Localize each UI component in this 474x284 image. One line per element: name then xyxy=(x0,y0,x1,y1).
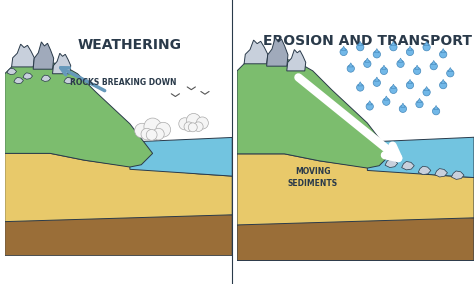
Circle shape xyxy=(356,43,364,51)
Circle shape xyxy=(135,123,149,138)
Polygon shape xyxy=(348,63,353,67)
Polygon shape xyxy=(401,103,405,107)
Text: MOVING
SEDIMENTS: MOVING SEDIMENTS xyxy=(288,167,338,188)
Circle shape xyxy=(439,51,447,58)
Polygon shape xyxy=(237,57,391,168)
Polygon shape xyxy=(7,68,17,75)
Polygon shape xyxy=(441,80,446,83)
Polygon shape xyxy=(53,53,71,74)
Polygon shape xyxy=(385,159,398,168)
Polygon shape xyxy=(401,162,414,170)
Circle shape xyxy=(196,117,209,129)
Circle shape xyxy=(153,128,164,140)
Circle shape xyxy=(383,98,390,105)
Polygon shape xyxy=(374,49,379,53)
Polygon shape xyxy=(441,49,446,53)
Polygon shape xyxy=(384,96,389,100)
Polygon shape xyxy=(448,68,453,72)
Polygon shape xyxy=(408,80,412,83)
Polygon shape xyxy=(237,211,474,260)
Circle shape xyxy=(184,122,193,131)
Circle shape xyxy=(399,105,407,112)
Circle shape xyxy=(179,118,191,130)
Circle shape xyxy=(188,123,197,132)
Polygon shape xyxy=(341,46,346,50)
Circle shape xyxy=(141,128,153,140)
Polygon shape xyxy=(14,78,23,84)
Circle shape xyxy=(416,101,423,108)
Circle shape xyxy=(406,82,414,89)
Polygon shape xyxy=(382,65,386,69)
Circle shape xyxy=(193,122,203,131)
Circle shape xyxy=(447,70,454,77)
Polygon shape xyxy=(435,169,447,177)
Circle shape xyxy=(347,65,355,72)
Polygon shape xyxy=(365,58,370,62)
Circle shape xyxy=(390,43,397,51)
Polygon shape xyxy=(434,105,438,110)
Circle shape xyxy=(439,82,447,89)
Circle shape xyxy=(380,67,388,74)
Polygon shape xyxy=(451,171,464,179)
Text: WEATHERING: WEATHERING xyxy=(78,38,182,53)
Circle shape xyxy=(423,43,430,51)
Polygon shape xyxy=(398,58,403,62)
Polygon shape xyxy=(391,41,396,46)
Polygon shape xyxy=(11,44,34,67)
Polygon shape xyxy=(358,41,363,46)
Polygon shape xyxy=(424,41,429,46)
Polygon shape xyxy=(41,75,51,82)
Polygon shape xyxy=(374,77,379,81)
Circle shape xyxy=(144,118,161,135)
Polygon shape xyxy=(130,137,232,176)
Polygon shape xyxy=(415,65,419,69)
Circle shape xyxy=(186,113,201,128)
Circle shape xyxy=(397,60,404,67)
Circle shape xyxy=(413,67,421,74)
Polygon shape xyxy=(418,166,431,175)
Circle shape xyxy=(373,51,381,58)
Polygon shape xyxy=(358,82,363,86)
Circle shape xyxy=(356,84,364,91)
Polygon shape xyxy=(408,46,412,50)
Circle shape xyxy=(364,60,371,67)
Polygon shape xyxy=(237,154,474,225)
Circle shape xyxy=(390,86,397,93)
Polygon shape xyxy=(417,98,422,103)
Polygon shape xyxy=(244,40,268,64)
Circle shape xyxy=(406,48,414,56)
Circle shape xyxy=(423,89,430,96)
Polygon shape xyxy=(64,78,73,84)
Circle shape xyxy=(340,48,347,56)
Polygon shape xyxy=(5,153,232,222)
Polygon shape xyxy=(391,84,396,88)
Polygon shape xyxy=(287,50,306,71)
Polygon shape xyxy=(431,60,436,64)
Polygon shape xyxy=(266,38,288,66)
Polygon shape xyxy=(23,73,33,79)
Circle shape xyxy=(430,62,438,70)
Polygon shape xyxy=(33,42,54,69)
Circle shape xyxy=(156,122,171,137)
Circle shape xyxy=(366,103,374,110)
Polygon shape xyxy=(367,137,474,178)
Polygon shape xyxy=(5,208,232,256)
Circle shape xyxy=(432,108,440,115)
Text: EROSION AND TRANSPORT: EROSION AND TRANSPORT xyxy=(263,34,472,48)
Circle shape xyxy=(146,130,157,140)
Text: ROCKS BREAKING DOWN: ROCKS BREAKING DOWN xyxy=(70,78,176,87)
Polygon shape xyxy=(367,101,372,105)
Circle shape xyxy=(373,79,381,86)
Polygon shape xyxy=(5,60,153,167)
Polygon shape xyxy=(424,87,429,91)
